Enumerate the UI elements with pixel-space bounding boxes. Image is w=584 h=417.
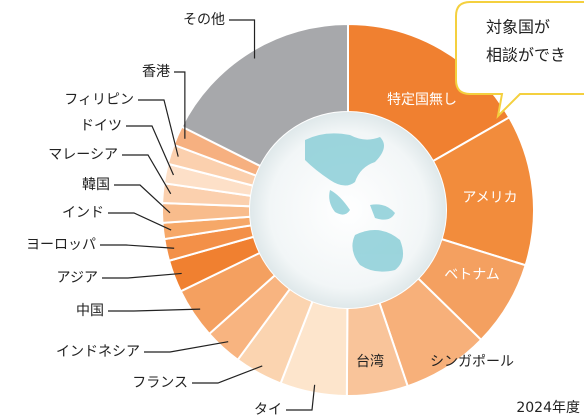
slice-label: ヨーロッパ: [26, 237, 96, 253]
leader-line: [108, 212, 172, 231]
slice-label: タイ: [254, 402, 282, 417]
slice-label: 特定国無し: [387, 92, 457, 108]
slice-label: ドイツ: [80, 118, 122, 134]
slice-label: フィリピン: [64, 92, 134, 108]
leader-line: [100, 244, 175, 249]
slice-label: アメリカ: [462, 190, 517, 206]
leader-line: [102, 272, 182, 279]
annotation: 対象国が: [486, 18, 550, 37]
globe-land: [305, 133, 404, 272]
slice-label: シンガポール: [430, 354, 514, 370]
slice-label: その他: [183, 12, 225, 28]
slice-label: フランス: [132, 375, 188, 391]
slice-label: 香港: [142, 64, 170, 80]
slice-label: インド: [62, 205, 104, 221]
leader-line: [174, 71, 186, 139]
slice-label: アジア: [57, 270, 98, 286]
leader-line: [192, 365, 263, 384]
slice-label: インドネシア: [56, 344, 140, 360]
note: 2024年度: [516, 400, 580, 416]
annotation: 相談ができ: [486, 46, 566, 65]
leader-line: [122, 154, 172, 195]
leader-line: [144, 341, 229, 353]
slice-label: ベトナム: [444, 267, 500, 283]
slice-label: マレーシア: [48, 147, 118, 163]
leader-line: [108, 308, 201, 312]
speech-bubble: [455, 1, 584, 119]
leader-line: [138, 99, 179, 157]
slice-label: 中国: [76, 303, 104, 319]
leader-line: [286, 384, 316, 411]
slice-label: 台湾: [356, 353, 384, 370]
leader-line: [229, 19, 256, 59]
leader-line: [126, 125, 175, 176]
slice-label: 韓国: [82, 177, 110, 193]
leader-line: [114, 184, 171, 214]
